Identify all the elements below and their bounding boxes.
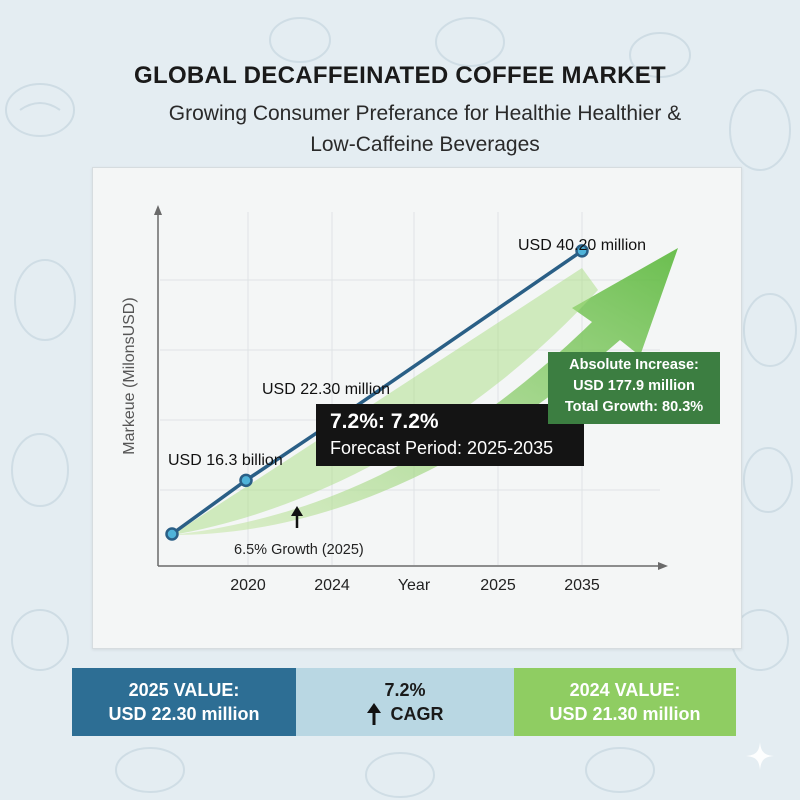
- data-label-point-3: USD 40.20 million: [518, 237, 646, 254]
- sparkle-icon: [746, 742, 774, 770]
- x-tick-label: Year: [398, 577, 431, 594]
- forecast-box: 7.2%: 7.2% Forecast Period: 2025-2035: [316, 404, 584, 466]
- stat-mid-title: 7.2%: [384, 680, 426, 700]
- stat-2024-value: 2024 VALUE: USD 21.30 million: [514, 668, 736, 736]
- growth-up-arrow-icon: [291, 506, 303, 528]
- increase-line-2: USD 177.9 million: [573, 378, 695, 394]
- stat-right-title: 2024 VALUE:: [569, 680, 681, 700]
- increase-line-3: Total Growth: 80.3%: [564, 399, 704, 415]
- data-label-point-2: USD 22.30 million: [262, 381, 390, 398]
- stat-mid-value: CAGR: [390, 704, 444, 724]
- absolute-increase-box: Absolute Increase: USD 177.9 million Tot…: [548, 352, 720, 424]
- data-point: [165, 527, 179, 541]
- stat-2025-value: 2025 VALUE: USD 22.30 million: [72, 668, 296, 736]
- series-line: [170, 249, 583, 536]
- data-point: [575, 244, 589, 258]
- stat-cagr: 7.2% CAGR: [296, 668, 514, 736]
- y-axis-arrow: [154, 205, 162, 215]
- data-point: [239, 473, 253, 488]
- page-subtitle: Growing Consumer Preferance for Healthie…: [130, 98, 720, 160]
- subtitle-line-2: Low-Caffeine Beverages: [310, 133, 540, 156]
- stat-left-title: 2025 VALUE:: [128, 680, 240, 700]
- stat-left-value: USD 22.30 million: [108, 704, 260, 724]
- stat-right-value: USD 21.30 million: [549, 704, 701, 724]
- x-axis-arrow: [658, 562, 668, 570]
- growth-arrow: [172, 248, 678, 535]
- x-tick-label: 2020: [230, 577, 266, 594]
- x-tick-label: 2025: [480, 577, 516, 594]
- forecast-headline: 7.2%: 7.2%: [330, 410, 439, 433]
- up-arrow-icon: [366, 703, 381, 725]
- page-title: GLOBAL DECAFFEINATED COFFEE MARKET: [134, 62, 666, 89]
- subtitle-line-1: Growing Consumer Preferance for Healthie…: [168, 102, 682, 125]
- x-tick-label: 2035: [564, 577, 600, 594]
- growth-wedge: [172, 268, 598, 535]
- growth-annotation: 6.5% Growth (2025): [234, 542, 364, 558]
- increase-line-1: Absolute Increase:: [569, 357, 699, 373]
- forecast-period: Forecast Period: 2025-2035: [330, 438, 554, 458]
- y-axis-label: Markeue (MilonsUSD): [121, 297, 138, 454]
- data-label-point-1: USD 16.3 billion: [168, 452, 283, 469]
- x-tick-label: 2024: [314, 577, 350, 594]
